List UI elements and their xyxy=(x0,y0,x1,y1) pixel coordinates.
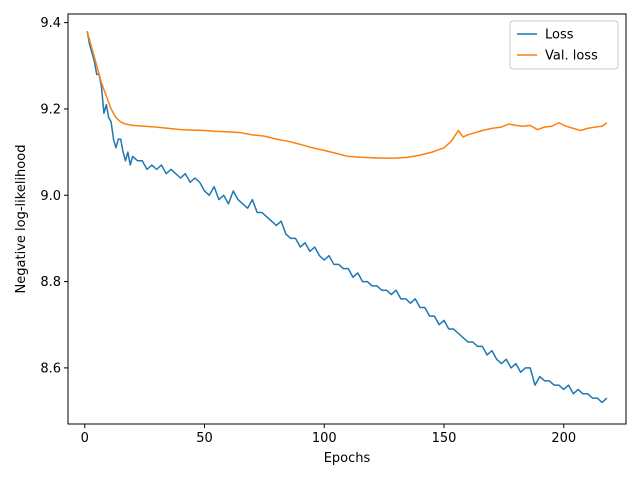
x-axis: 0 50 100 150 200 xyxy=(81,424,576,446)
series-line-0 xyxy=(86,31,608,404)
x-tick-label-4: 200 xyxy=(551,431,576,446)
y-tick-label-2: 9.0 xyxy=(40,189,61,204)
x-tick-label-1: 50 xyxy=(196,431,213,446)
y-tick-label-0: 8.6 xyxy=(40,361,61,376)
legend-entry-0: Loss xyxy=(545,28,574,43)
axes-frame xyxy=(67,13,627,425)
y-tick-label-3: 9.2 xyxy=(40,102,61,117)
x-axis-label: Epochs xyxy=(324,451,371,466)
y-tick-label-1: 8.8 xyxy=(40,275,61,290)
plot-area xyxy=(86,31,608,404)
x-tick-label-0: 0 xyxy=(81,431,89,446)
legend: Loss Val. loss xyxy=(509,20,619,70)
legend-box xyxy=(509,20,619,70)
y-axis: 8.6 8.8 9.0 9.2 9.4 xyxy=(40,16,68,376)
y-tick-label-4: 9.4 xyxy=(40,16,61,31)
x-tick-label-3: 150 xyxy=(432,431,457,446)
y-axis-label: Negative log-likelihood xyxy=(14,145,29,294)
x-tick-label-2: 100 xyxy=(312,431,337,446)
legend-entry-1: Val. loss xyxy=(545,49,598,64)
series-line-1 xyxy=(86,31,608,159)
